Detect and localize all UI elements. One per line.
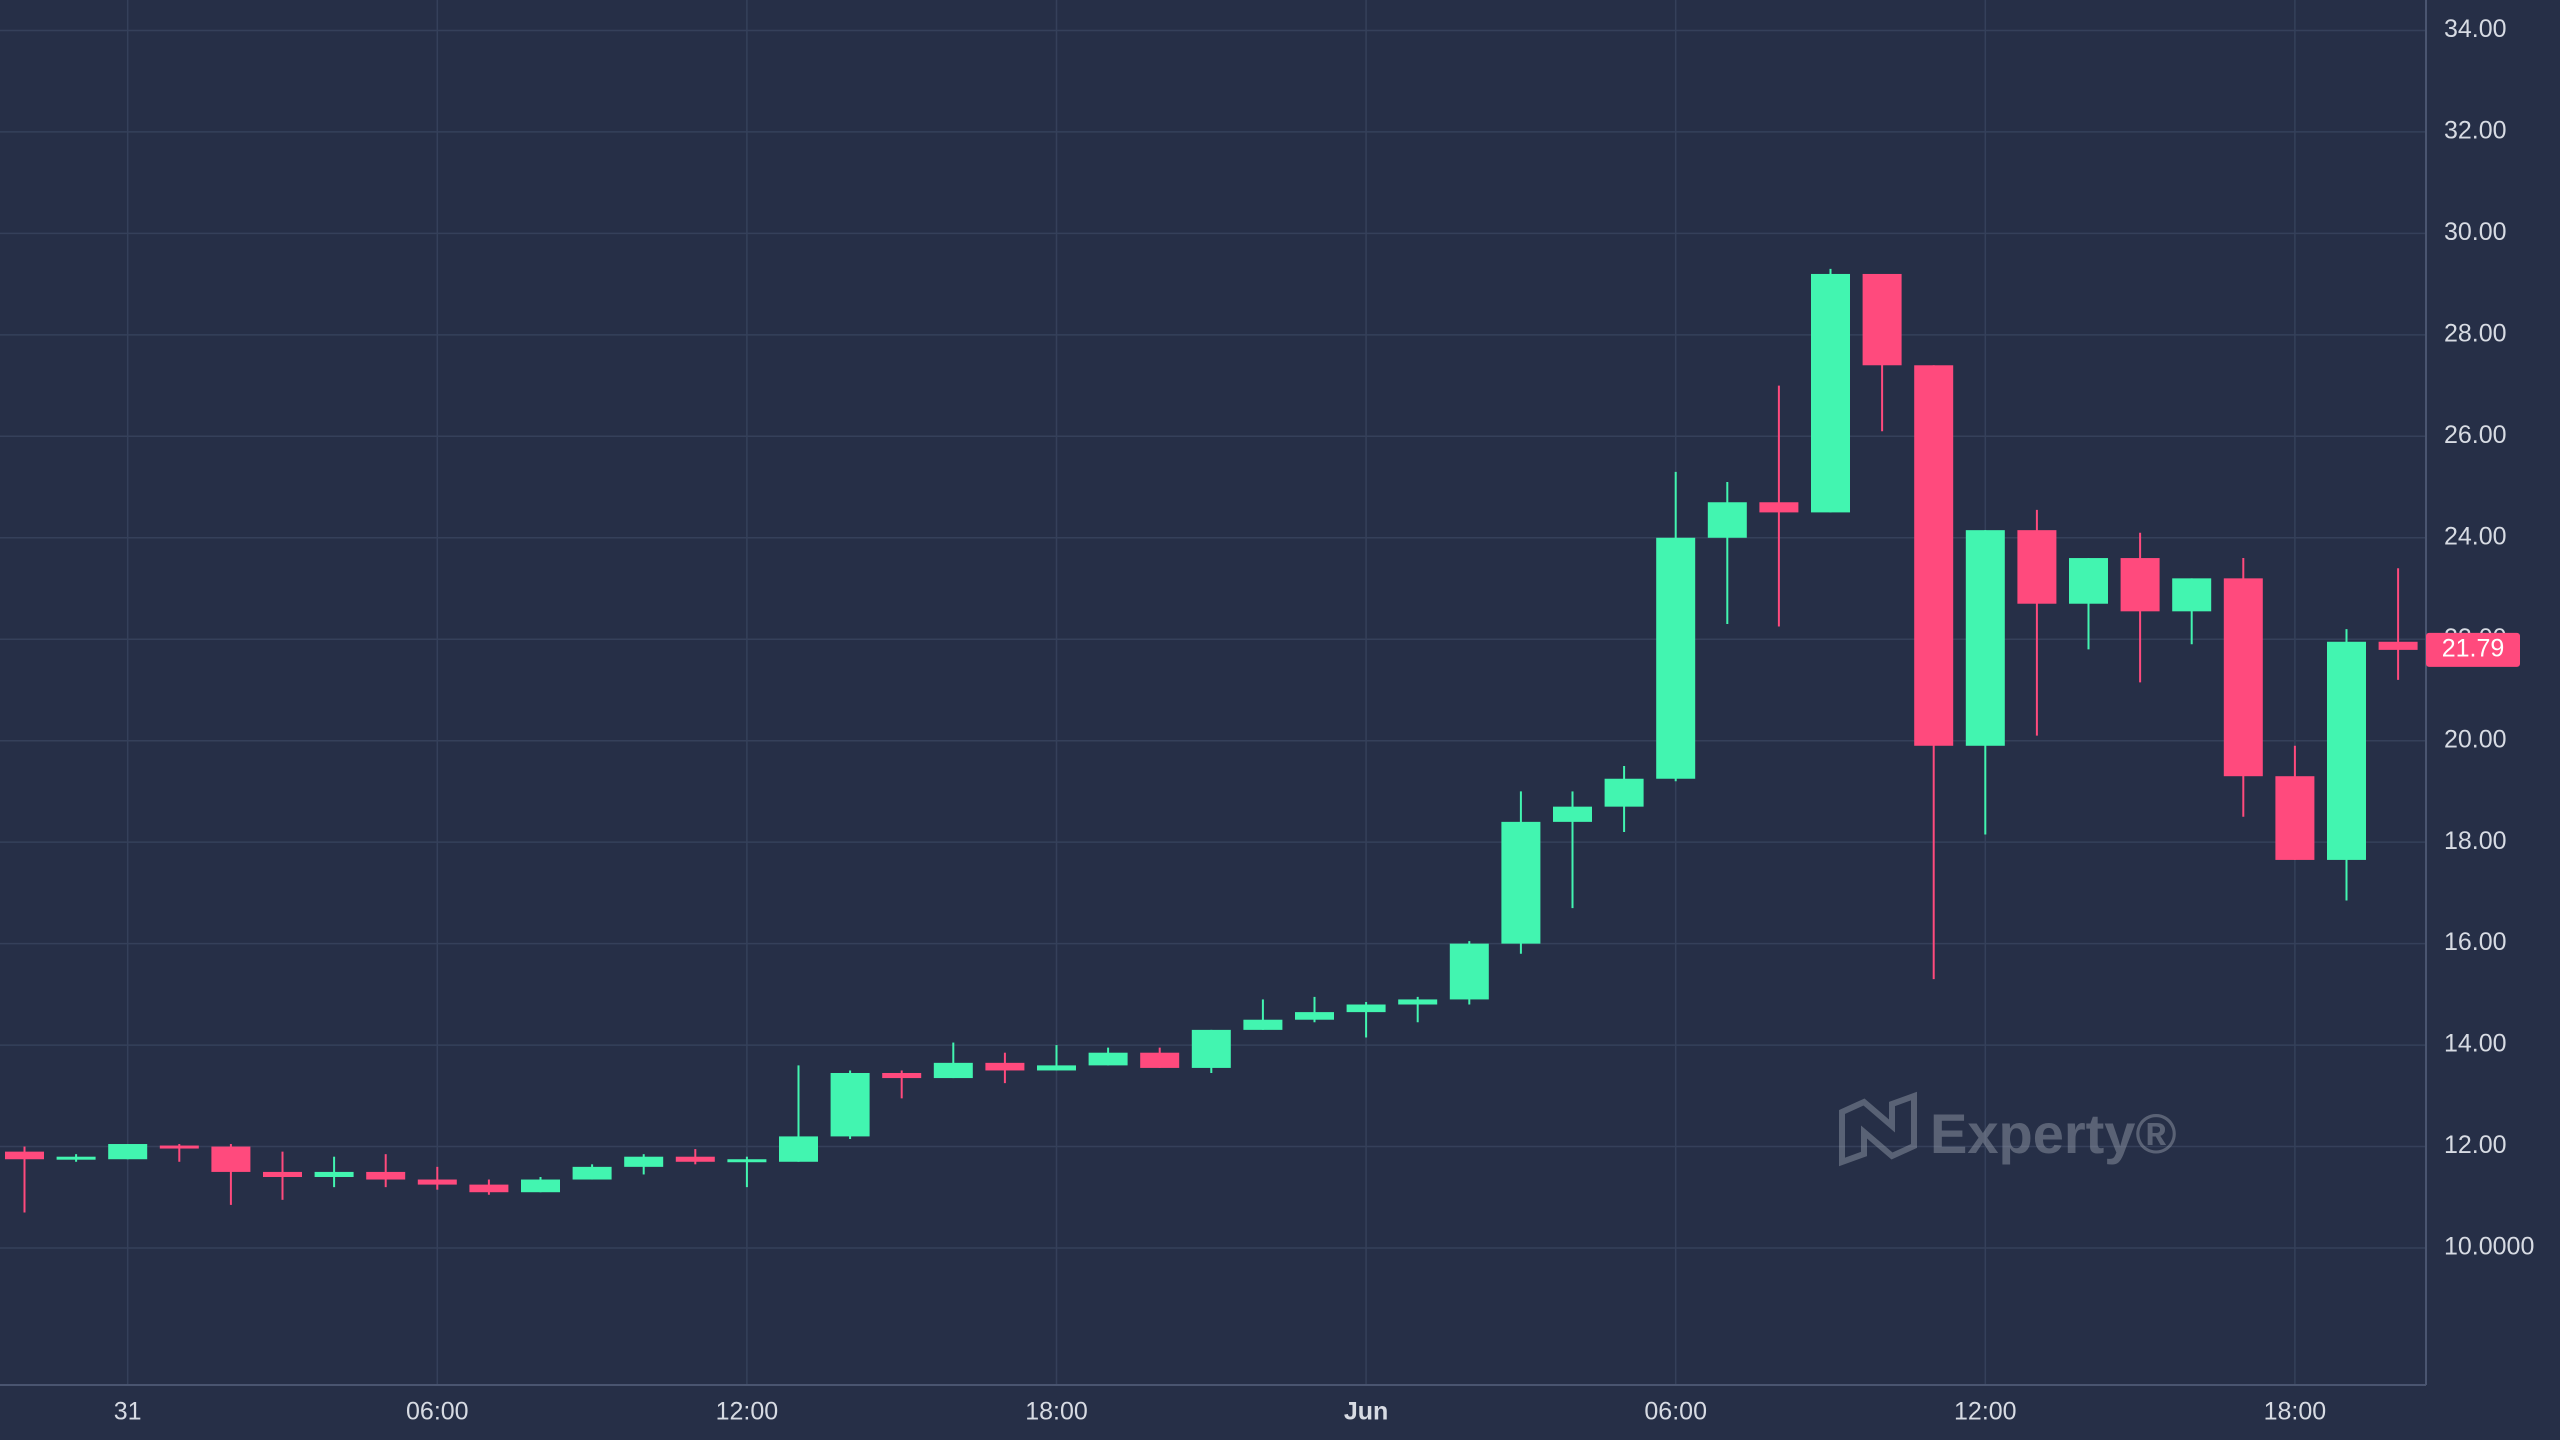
x-tick-label: 06:00 <box>406 1398 469 1426</box>
candles <box>5 268 2418 1213</box>
y-tick-label: 26.00 <box>2444 421 2507 449</box>
watermark: Experty® <box>1839 1091 2177 1167</box>
y-tick-label: 30.00 <box>2444 218 2507 246</box>
candle-body <box>1604 778 1644 807</box>
candle-body <box>572 1166 612 1180</box>
candle-body <box>1965 530 2005 746</box>
last-price-tag <box>2426 632 2520 667</box>
candle-body <box>56 1156 96 1160</box>
candle-body <box>2069 558 2108 604</box>
candle-body <box>1862 273 1902 366</box>
candle-body <box>108 1144 148 1160</box>
candle-body <box>1088 1052 1128 1066</box>
candle-body <box>1501 821 1541 944</box>
candle-body <box>1295 1012 1334 1020</box>
candle-body <box>521 1179 560 1193</box>
candle-body <box>1811 273 1850 513</box>
candle-body <box>1707 502 1747 538</box>
watermark-text: Experty® <box>1930 1102 2177 1165</box>
x-tick-label: 12:00 <box>1954 1398 2017 1426</box>
candle-body <box>2017 530 2057 604</box>
candle-body <box>779 1136 818 1162</box>
watermark-logo <box>1839 1091 1917 1167</box>
candle-body <box>2172 578 2212 612</box>
candle-body <box>2120 558 2160 612</box>
candle-body <box>2378 641 2418 650</box>
y-tick-label: 20.00 <box>2444 725 2507 753</box>
candle-body <box>1656 537 1696 779</box>
y-tick-label: 16.00 <box>2444 928 2507 956</box>
candle-body <box>2223 578 2263 777</box>
candle-body <box>5 1151 44 1160</box>
candle-body <box>314 1171 354 1177</box>
candle-body <box>1346 1004 1386 1013</box>
candle-body <box>1759 502 1799 513</box>
x-tick-label: Jun <box>1344 1398 1388 1426</box>
candle-body <box>1398 999 1438 1005</box>
candle-body <box>985 1062 1025 1071</box>
y-tick-label: 28.00 <box>2444 319 2507 347</box>
candle-body <box>211 1146 251 1172</box>
candle-body <box>469 1184 509 1193</box>
candle-body <box>1191 1029 1231 1068</box>
candle-body <box>1914 365 1954 746</box>
candle-body <box>1243 1019 1283 1030</box>
last-price-label: 21.79 <box>2442 634 2505 662</box>
x-tick-label: 06:00 <box>1644 1398 1707 1426</box>
candle-body <box>933 1062 973 1079</box>
x-tick-label: 18:00 <box>1025 1398 1088 1426</box>
candle-body <box>263 1171 302 1177</box>
candle-body <box>1449 943 1489 1000</box>
y-tick-label: 10.0000 <box>2444 1233 2534 1261</box>
y-tick-label: 14.00 <box>2444 1030 2507 1058</box>
y-tick-label: 34.00 <box>2444 15 2507 43</box>
candle-body <box>2275 776 2315 860</box>
y-tick-label: 32.00 <box>2444 117 2507 145</box>
x-tick-label: 12:00 <box>716 1398 779 1426</box>
candle-body <box>417 1179 457 1185</box>
candle-body <box>882 1072 922 1079</box>
candle-body <box>727 1159 767 1163</box>
candle-body <box>675 1156 715 1162</box>
candle-body <box>2327 641 2366 860</box>
y-tick-label: 12.00 <box>2444 1131 2507 1159</box>
candle-body <box>1037 1065 1076 1071</box>
x-tick-label: 18:00 <box>2264 1398 2327 1426</box>
x-tick-label: 31 <box>114 1398 142 1426</box>
candle-body <box>1553 806 1592 822</box>
candle-body <box>830 1072 870 1137</box>
candle-body <box>1140 1052 1180 1068</box>
candle-body <box>624 1156 664 1167</box>
candle-body <box>366 1171 406 1180</box>
y-tick-label: 18.00 <box>2444 827 2507 855</box>
candle-body <box>159 1145 199 1149</box>
y-tick-label: 24.00 <box>2444 522 2507 550</box>
